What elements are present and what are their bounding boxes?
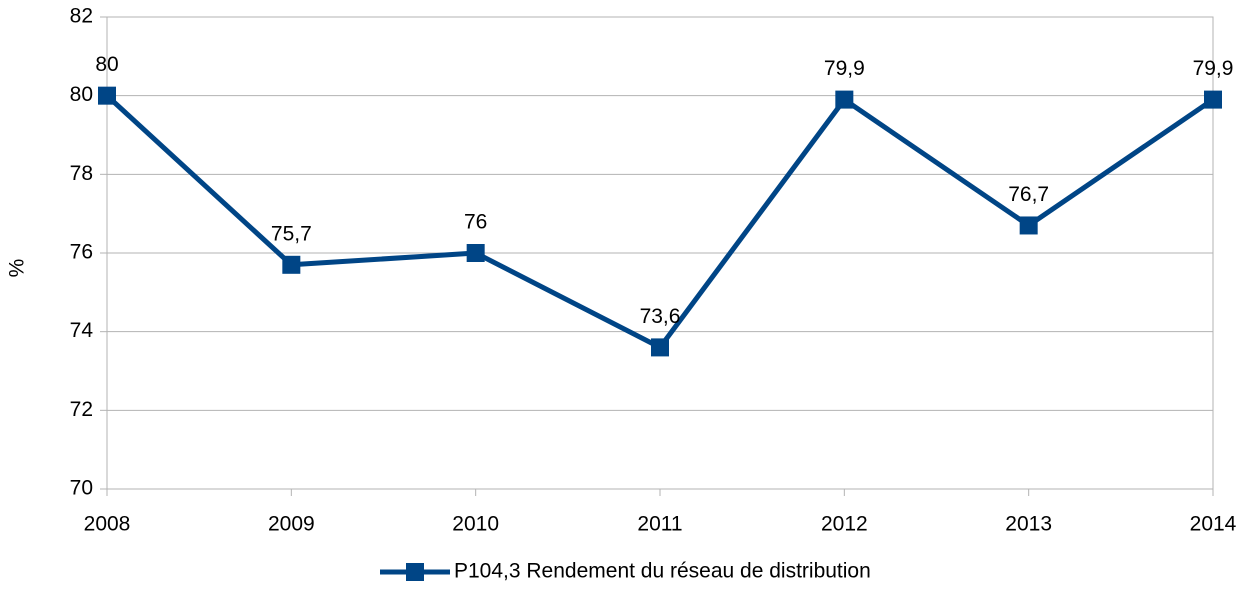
data-label: 76 xyxy=(464,211,487,234)
y-tick-label: 74 xyxy=(70,319,94,342)
data-label: 79,9 xyxy=(1193,57,1234,80)
x-tick-label: 2011 xyxy=(637,513,682,536)
point-marker xyxy=(282,255,301,274)
y-axis-label: % xyxy=(6,259,29,278)
y-tick-label: 80 xyxy=(70,83,93,106)
y-tick-label: 82 xyxy=(70,5,93,28)
y-tick-label: 76 xyxy=(70,241,93,264)
x-tick-label: 2014 xyxy=(1190,513,1237,536)
legend-marker xyxy=(406,563,424,581)
data-label: 75,7 xyxy=(271,222,312,245)
data-label: 79,9 xyxy=(824,57,865,80)
x-tick-label: 2010 xyxy=(452,513,499,536)
point-marker xyxy=(1019,216,1038,235)
point-marker xyxy=(1204,90,1222,109)
point-marker xyxy=(835,90,854,109)
x-tick-label: 2008 xyxy=(84,513,131,536)
point-marker xyxy=(98,86,116,105)
data-label: 76,7 xyxy=(1008,183,1049,206)
point-marker xyxy=(466,244,485,262)
legend-label: P104,3 Rendement du réseau de distributi… xyxy=(454,560,871,583)
x-tick-label: 2012 xyxy=(821,513,868,536)
y-tick-label: 78 xyxy=(70,162,93,185)
y-tick-label: 70 xyxy=(70,477,93,500)
point-marker xyxy=(651,338,669,357)
x-tick-label: 2009 xyxy=(268,513,315,536)
data-label: 73,6 xyxy=(640,305,681,328)
x-tick-label: 2013 xyxy=(1005,513,1052,536)
y-tick-label: 72 xyxy=(70,398,93,421)
data-label: 80 xyxy=(95,53,118,76)
